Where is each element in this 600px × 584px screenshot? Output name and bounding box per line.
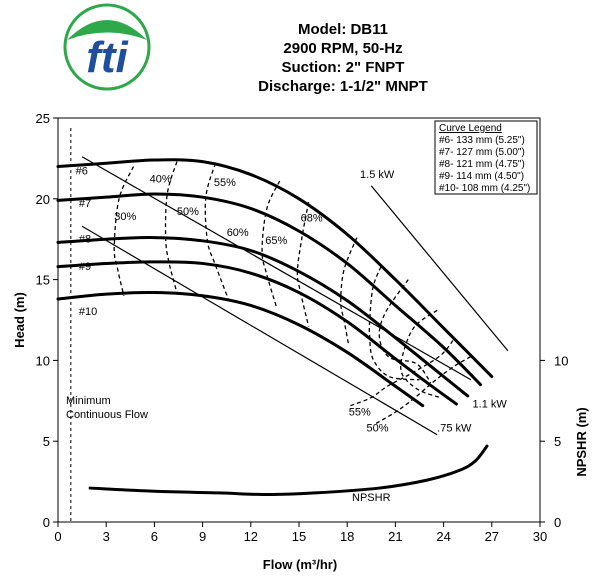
y-tick-label: 20: [36, 192, 50, 207]
curve-label: #10: [79, 306, 97, 318]
y-tick-label: 15: [36, 273, 50, 288]
head-curve: [56, 290, 425, 408]
power-line: [81, 156, 472, 381]
x-tick-label: 21: [388, 529, 402, 544]
head-curve: [56, 158, 494, 379]
y-tick-label: 0: [43, 515, 50, 530]
x-tick-label: 9: [199, 529, 206, 544]
y-tick-label: 25: [36, 111, 50, 126]
x-axis-title: Flow (m³/hr): [263, 557, 337, 572]
fti-logo: fti: [63, 3, 151, 91]
legend-entry-7: #7- 127 mm (5.00"): [439, 147, 525, 158]
npshr-curve: [88, 444, 489, 497]
efficiency-curve: [378, 279, 432, 384]
min-flow-label-line-1: Minimum: [66, 395, 111, 407]
x-tick-label: 27: [485, 529, 499, 544]
min-flow-label-line-2: Continuous Flow: [66, 409, 148, 421]
efficiency-curve: [368, 266, 420, 381]
title-line-4: Discharge: 1-1/2" MNPT: [258, 78, 428, 95]
power-label: 1.5 kW: [360, 169, 395, 181]
legend-entry-8: #8- 121 mm (4.75"): [439, 159, 525, 170]
x-tick-label: 30: [533, 529, 547, 544]
power-lines: [81, 156, 509, 436]
efficiency-curve: [261, 180, 281, 308]
npshr-label: NPSHR: [352, 492, 391, 504]
legend-entry-10: #10- 108 mm (4.25"): [439, 183, 530, 194]
x-tick-label: 24: [436, 529, 450, 544]
curve-label: #8: [79, 233, 91, 245]
efficiency-label: 40%: [150, 174, 172, 186]
y-tick-label: 10: [36, 353, 50, 368]
curve-label: #9: [79, 261, 91, 273]
x-tick-label: 12: [244, 529, 258, 544]
y-axis-title: Head (m): [12, 292, 27, 348]
efficiency-curve: [350, 337, 456, 407]
efficiency-curve: [400, 309, 441, 399]
chart-title: Model: DB11 2900 RPM, 50-Hz Suction: 2" …: [258, 21, 428, 95]
efficiency-label: 68%: [301, 212, 323, 224]
head-curve: [56, 192, 483, 387]
curve-label: #7: [79, 198, 91, 210]
title-line-3: Suction: 2" FNPT: [282, 59, 405, 76]
y-tick-label: 5: [43, 434, 50, 449]
logo-text: fti: [86, 33, 128, 82]
power-label: .75 kW: [437, 423, 472, 435]
right-y-tick-label: 5: [554, 434, 561, 449]
legend-entry-9: #9- 114 mm (4.50"): [439, 171, 524, 182]
efficiency-label: 55%: [214, 177, 236, 189]
x-tick-label: 3: [103, 529, 110, 544]
efficiency-label: 55%: [349, 406, 371, 418]
efficiency-curve: [113, 166, 135, 296]
title-line-1: Model: DB11: [298, 21, 388, 38]
x-tick-label: 6: [151, 529, 158, 544]
efficiency-curve: [375, 354, 473, 424]
right-y-axis-title: NPSHR (m): [574, 407, 589, 476]
x-tick-label: 0: [54, 529, 61, 544]
head-curve: [56, 236, 470, 398]
right-y-tick-label: 0: [554, 515, 561, 530]
head-curves: [56, 158, 494, 497]
power-label: 1.1 kW: [473, 398, 508, 410]
efficiency-label: 50%: [177, 206, 199, 218]
head-curve: [56, 260, 458, 406]
power-line: [370, 185, 509, 352]
efficiency-label: 60%: [227, 227, 249, 239]
efficiency-label: 65%: [265, 235, 287, 247]
x-tick-label: 15: [292, 529, 306, 544]
curve-label: #6: [76, 166, 88, 178]
title-line-2: 2900 RPM, 50-Hz: [283, 40, 402, 57]
legend-entry-6: #6- 133 mm (5.25"): [439, 135, 525, 146]
curve-legend: Curve Legend #6- 133 mm (5.25") #7- 127 …: [434, 120, 538, 195]
legend-title: Curve Legend: [439, 123, 502, 134]
legend-box: [434, 120, 538, 195]
right-y-tick-label: 10: [554, 353, 568, 368]
efficiency-curve: [340, 237, 358, 346]
efficiency-label: 30%: [114, 211, 136, 223]
x-tick-label: 18: [340, 529, 354, 544]
logo-swoosh: [67, 20, 147, 40]
axis-ticks: 0 3 6 9 12 15 18 21 24 27 30 0 5 10 15 20 25 0 5 10: [36, 111, 569, 544]
efficiency-label: 50%: [366, 423, 388, 435]
curve-annotations: #6 #7 #8 #9 #10 30% 40% 50% 55% 60% 65% 68% 55% 50% 1.…: [76, 166, 508, 504]
